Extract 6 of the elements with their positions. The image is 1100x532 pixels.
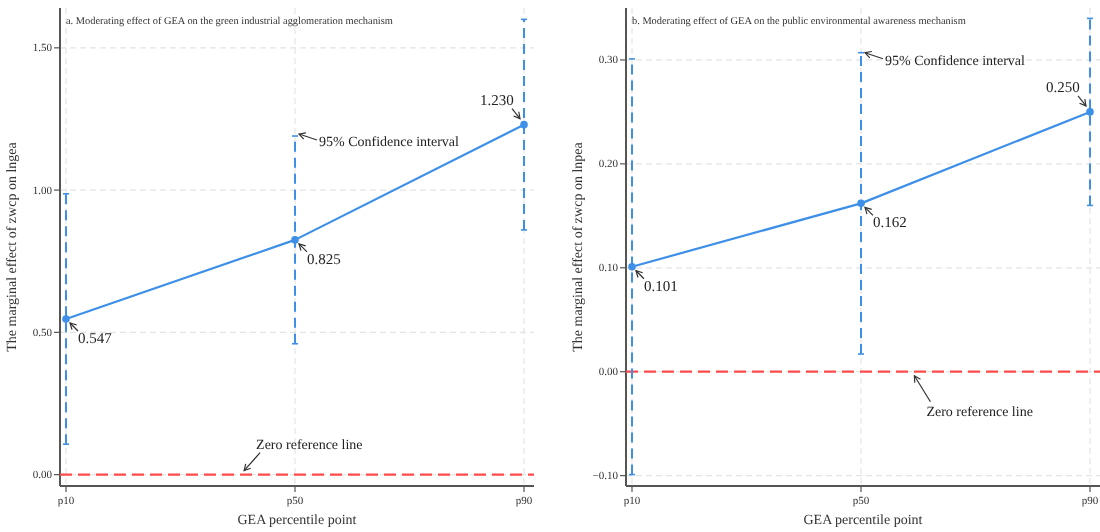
point bbox=[1086, 108, 1094, 116]
point bbox=[520, 120, 528, 129]
point bbox=[62, 315, 70, 323]
point bbox=[857, 199, 865, 208]
point bbox=[628, 262, 636, 271]
point bbox=[291, 236, 299, 244]
